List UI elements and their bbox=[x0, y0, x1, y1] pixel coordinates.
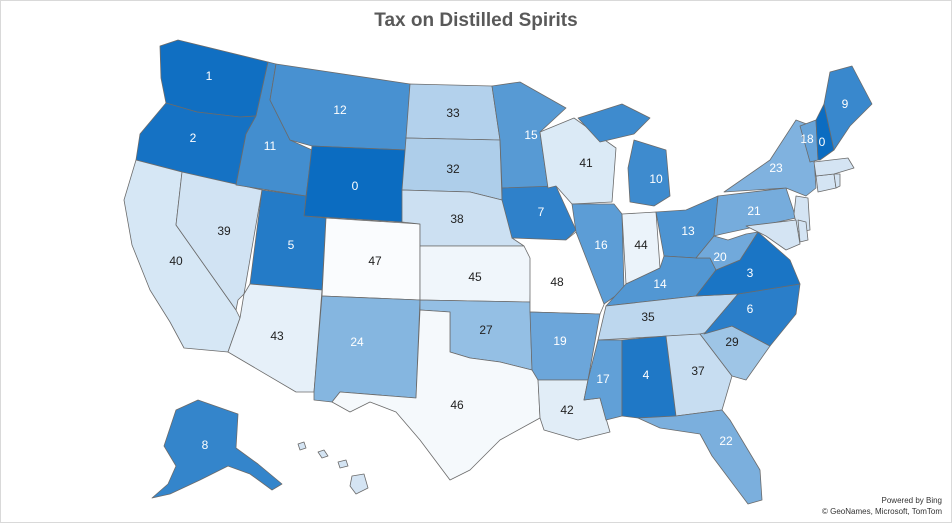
state-alaska[interactable] bbox=[151, 399, 283, 499]
state-michigan[interactable] bbox=[577, 103, 671, 207]
value-label-oregon: 2 bbox=[190, 131, 197, 145]
state-hawaii bbox=[297, 441, 369, 495]
value-label-washington: 1 bbox=[206, 69, 213, 83]
value-label-texas: 46 bbox=[450, 398, 464, 412]
state-delaware[interactable] bbox=[797, 219, 809, 243]
value-label-arizona: 43 bbox=[270, 329, 284, 343]
value-label-georgia: 37 bbox=[691, 364, 705, 378]
credit-line-2: © GeoNames, Microsoft, TomTom bbox=[822, 507, 942, 516]
value-label-nevada: 39 bbox=[217, 224, 231, 238]
state-new-hampshire[interactable] bbox=[815, 103, 835, 161]
value-label-idaho: 11 bbox=[264, 139, 277, 153]
value-label-louisiana: 42 bbox=[560, 403, 574, 417]
value-label-maine: 9 bbox=[842, 97, 849, 111]
state-maine[interactable] bbox=[823, 65, 873, 151]
value-label-colorado: 47 bbox=[368, 254, 382, 268]
value-label-new-hampshire: 0 bbox=[819, 135, 826, 149]
value-label-pennsylvania: 21 bbox=[747, 204, 761, 218]
value-label-south-carolina: 29 bbox=[725, 335, 739, 349]
value-label-new-mexico: 24 bbox=[350, 335, 364, 349]
value-label-virginia: 3 bbox=[747, 266, 754, 280]
value-label-florida: 22 bbox=[719, 434, 733, 448]
state-new-mexico[interactable] bbox=[313, 295, 421, 403]
value-label-ohio: 13 bbox=[681, 224, 695, 238]
value-label-new-york: 23 bbox=[769, 161, 783, 175]
state-connecticut[interactable] bbox=[815, 173, 837, 193]
state-idaho[interactable] bbox=[235, 61, 313, 197]
value-label-california: 40 bbox=[169, 254, 183, 268]
value-label-wyoming: 0 bbox=[352, 179, 359, 193]
value-label-wisconsin: 41 bbox=[579, 156, 593, 170]
value-label-missouri: 48 bbox=[550, 275, 564, 289]
state-maryland[interactable] bbox=[745, 219, 801, 251]
value-label-west-virginia: 20 bbox=[713, 250, 727, 264]
value-label-michigan: 10 bbox=[649, 172, 663, 186]
state-arizona[interactable] bbox=[227, 283, 323, 393]
value-label-south-dakota: 32 bbox=[446, 162, 460, 176]
state-florida[interactable] bbox=[637, 409, 763, 505]
value-label-iowa: 7 bbox=[538, 205, 545, 219]
value-label-nebraska: 38 bbox=[450, 212, 464, 226]
value-label-north-dakota: 33 bbox=[446, 106, 460, 120]
value-label-alaska: 8 bbox=[202, 438, 209, 452]
value-label-oklahoma: 27 bbox=[479, 323, 493, 337]
value-label-kentucky: 14 bbox=[653, 277, 667, 291]
value-label-mississippi: 17 bbox=[596, 372, 610, 386]
value-label-illinois: 16 bbox=[594, 238, 608, 252]
value-label-kansas: 45 bbox=[468, 270, 482, 284]
state-washington[interactable] bbox=[159, 39, 269, 118]
state-rhode-island[interactable] bbox=[833, 173, 841, 189]
credit-line-1: Powered by Bing bbox=[881, 496, 942, 505]
value-label-vermont: 18 bbox=[800, 132, 814, 146]
map-attribution: Powered by Bing © GeoNames, Microsoft, T… bbox=[822, 495, 942, 517]
state-massachusetts[interactable] bbox=[813, 157, 855, 177]
map-title: Tax on Distilled Spirits bbox=[374, 10, 578, 31]
value-label-tennessee: 35 bbox=[641, 310, 655, 324]
value-label-alabama: 4 bbox=[643, 368, 650, 382]
value-label-north-carolina: 6 bbox=[747, 302, 754, 316]
value-label-montana: 12 bbox=[333, 103, 347, 117]
value-label-arkansas: 19 bbox=[553, 334, 567, 348]
value-label-minnesota: 15 bbox=[524, 128, 538, 142]
state-wisconsin[interactable] bbox=[539, 117, 617, 205]
state-texas[interactable] bbox=[331, 309, 541, 481]
value-label-utah: 5 bbox=[288, 238, 295, 252]
value-label-indiana: 44 bbox=[634, 238, 648, 252]
